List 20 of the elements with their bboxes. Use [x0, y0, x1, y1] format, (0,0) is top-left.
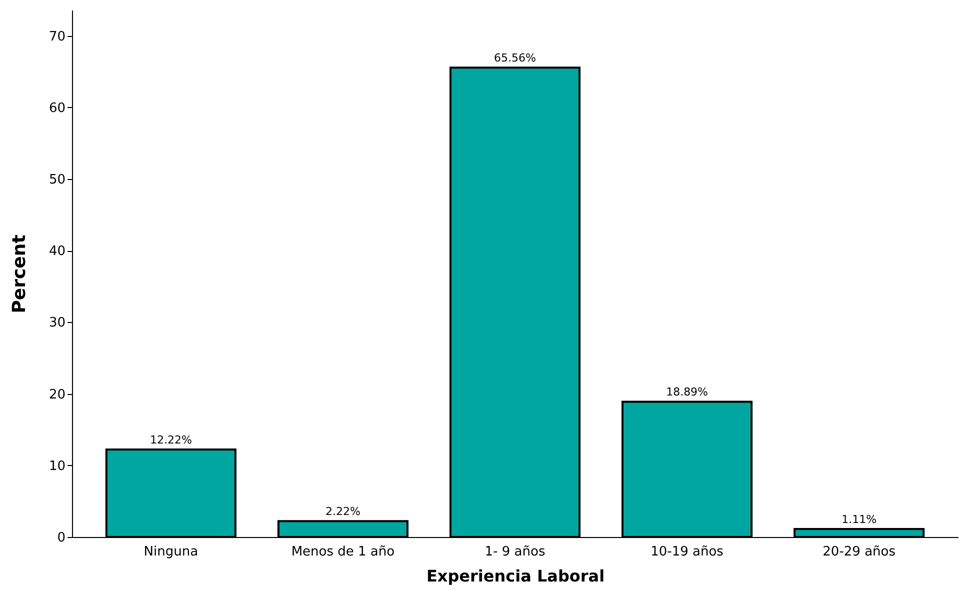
- x-tick-label: Ninguna: [144, 544, 198, 560]
- y-tick-label: 70: [48, 29, 66, 44]
- x-tick-label: 20-29 años: [822, 544, 896, 560]
- data-label: 12.22%: [150, 434, 192, 446]
- y-tick-label: 10: [48, 458, 66, 474]
- x-tick-label: Menos de 1 año: [291, 544, 395, 560]
- y-axis-title: Percent: [8, 234, 30, 314]
- data-label: 65.56%: [494, 52, 536, 65]
- x-tick-label: 1- 9 años: [484, 544, 546, 560]
- data-label: 2.22%: [325, 505, 360, 518]
- y-tick-label: 50: [48, 172, 66, 188]
- data-label: 18.89%: [666, 386, 708, 399]
- y-tick-label: 30: [48, 316, 66, 331]
- y-tick-label: 40: [48, 244, 66, 260]
- data-label: 1.11%: [842, 513, 877, 526]
- y-tick-label: 0: [57, 530, 66, 546]
- y-tick-label: 60: [48, 100, 66, 116]
- y-tick-label: 20: [48, 387, 66, 402]
- x-axis-title: Experiencia Laboral: [426, 566, 605, 586]
- x-tick-label: 10-19 años: [650, 544, 724, 560]
